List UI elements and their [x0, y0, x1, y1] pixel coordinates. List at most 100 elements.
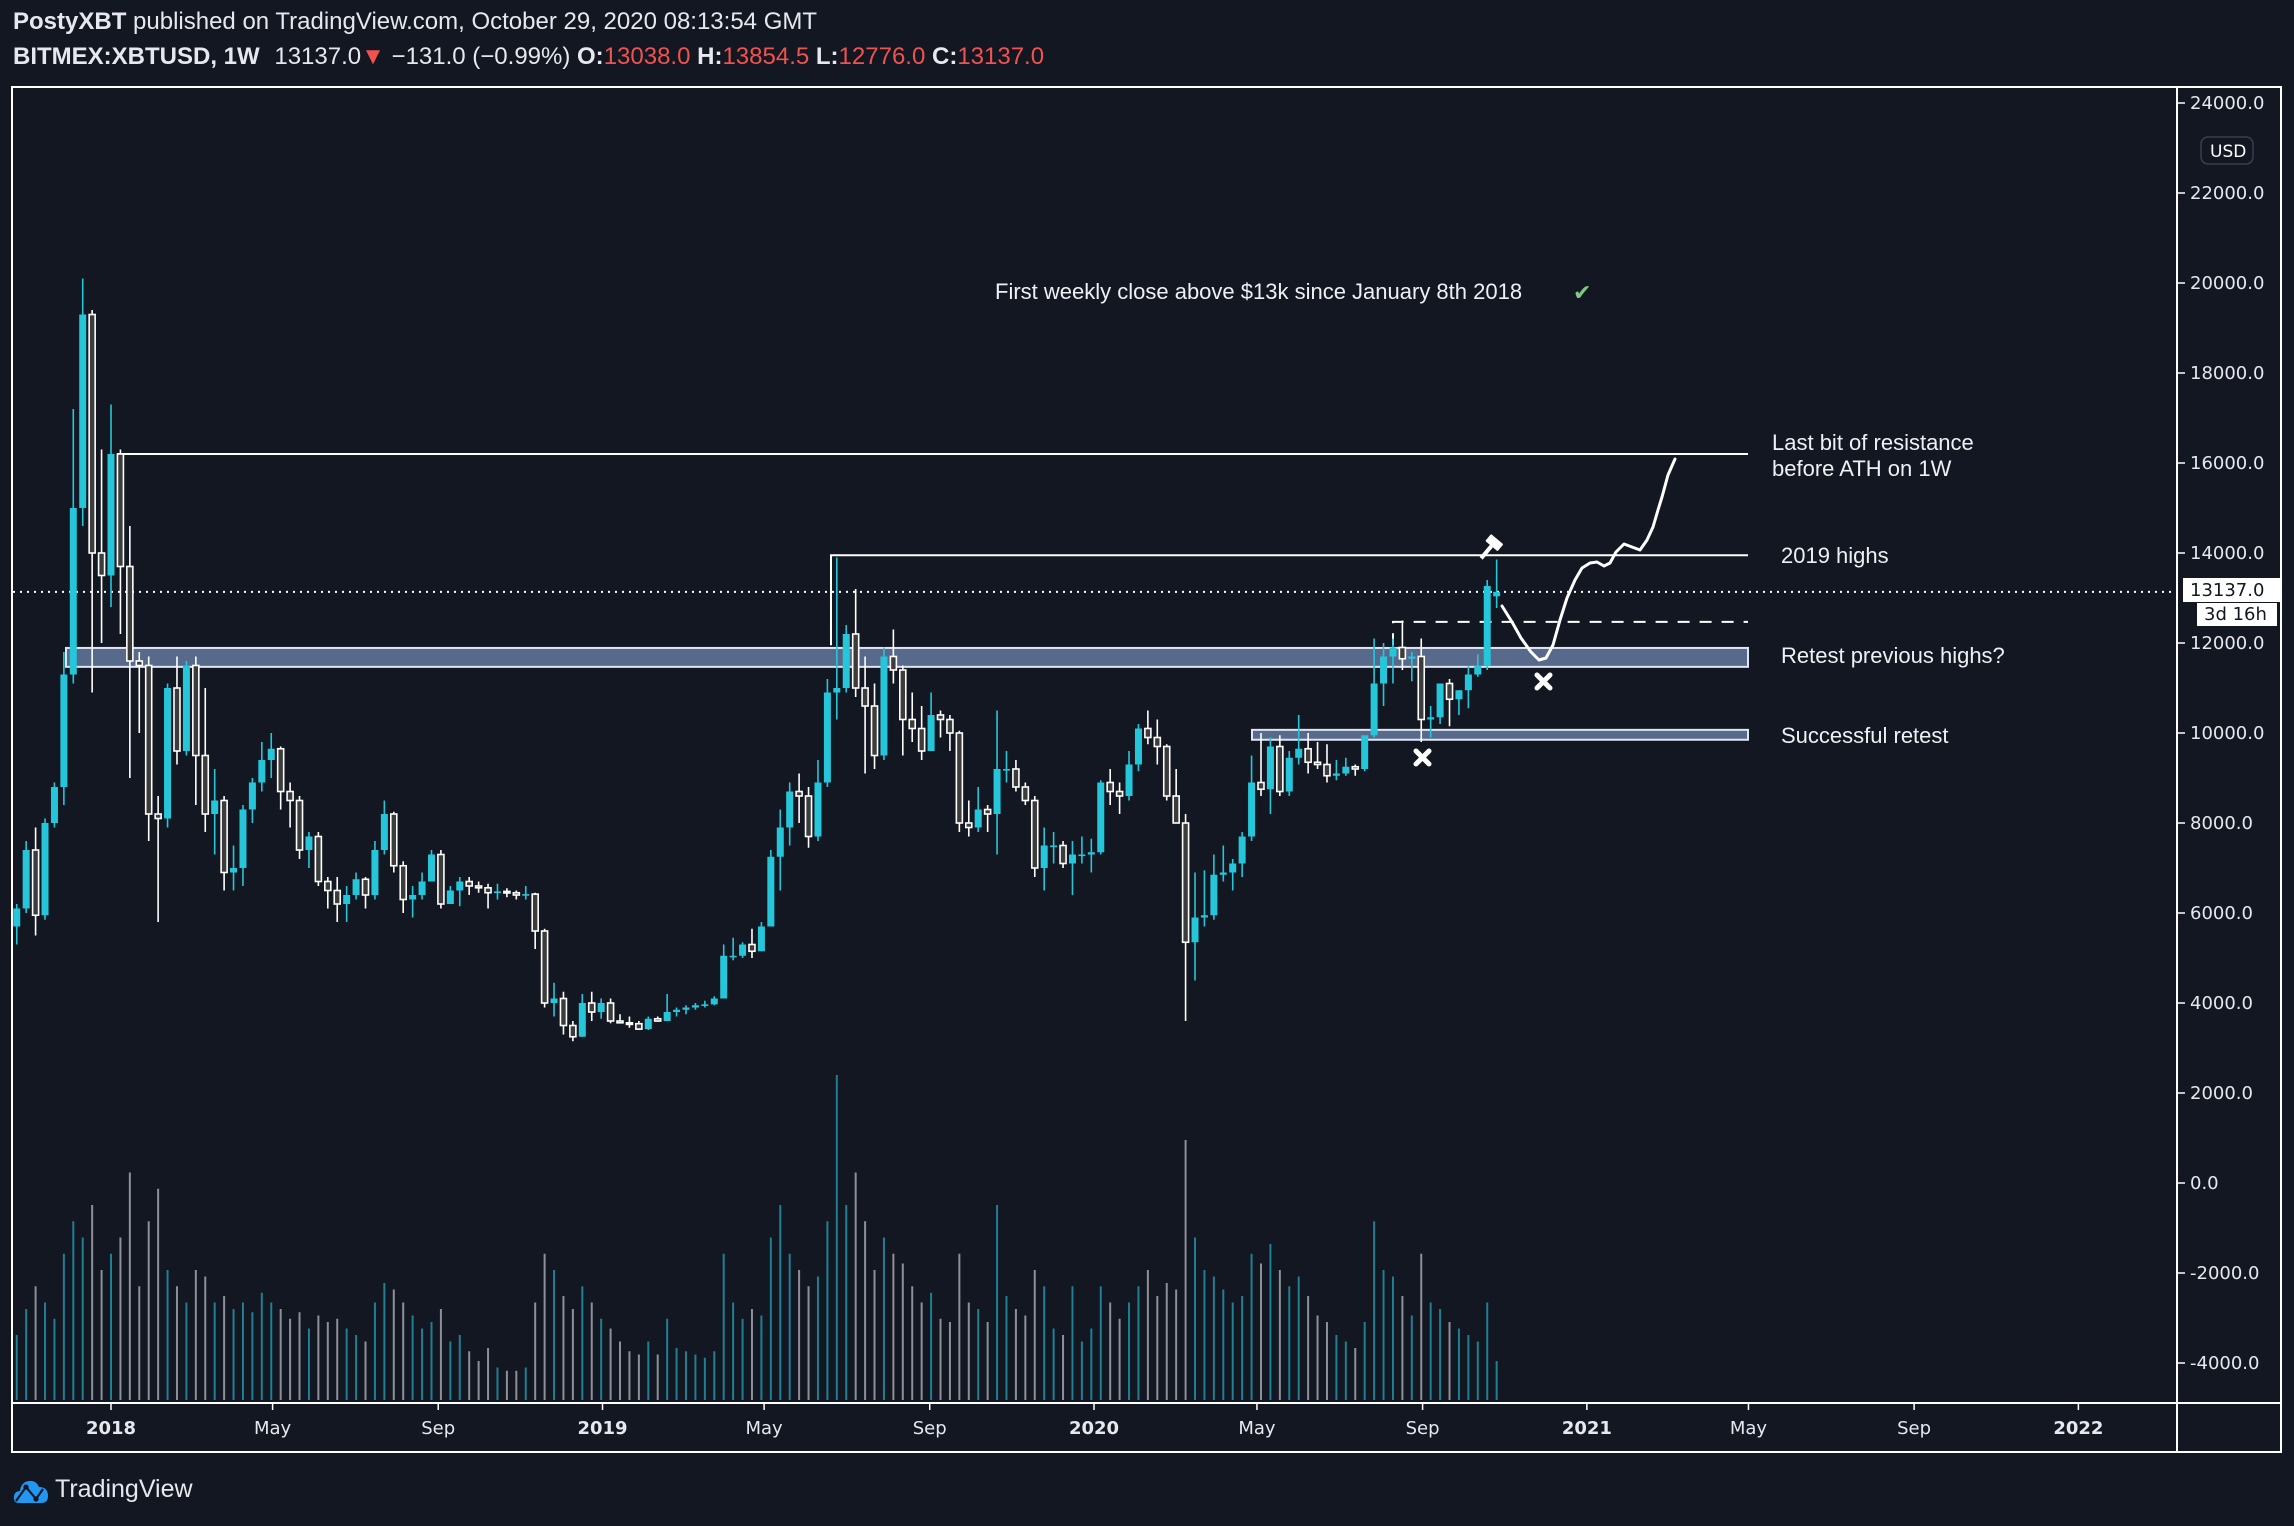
candle-down[interactable]	[1144, 710, 1152, 745]
candle-down[interactable]	[1030, 796, 1039, 877]
candle-up[interactable]	[352, 872, 360, 900]
candle-down[interactable]	[314, 832, 323, 886]
candle-up[interactable]	[1040, 827, 1048, 891]
candle-up[interactable]	[380, 800, 388, 855]
candle-down[interactable]	[1417, 638, 1426, 743]
candle-up[interactable]	[1464, 665, 1472, 709]
candle-up[interactable]	[1380, 643, 1388, 706]
tradingview-logo[interactable]: TradingView	[13, 1474, 193, 1504]
candle-down[interactable]	[361, 877, 370, 909]
candle-down[interactable]	[955, 730, 964, 832]
annotation-successful-retest[interactable]: Successful retest	[1781, 723, 1949, 748]
candle-up[interactable]	[927, 692, 935, 752]
candle-down[interactable]	[1012, 760, 1020, 792]
candle-down[interactable]	[201, 688, 210, 832]
candle-down[interactable]	[97, 449, 106, 644]
candle-up[interactable]	[1229, 859, 1237, 891]
candle-up[interactable]	[701, 1000, 709, 1008]
candle-down[interactable]	[587, 991, 596, 1021]
candle-down[interactable]	[126, 526, 134, 778]
candle-up[interactable]	[823, 679, 831, 787]
candle-up[interactable]	[1389, 638, 1397, 684]
candle-down[interactable]	[908, 692, 917, 743]
candle-up[interactable]	[842, 625, 850, 693]
candle-down[interactable]	[540, 928, 549, 1008]
candle-down[interactable]	[1313, 742, 1322, 769]
candle-up[interactable]	[248, 778, 256, 823]
candle-up[interactable]	[456, 877, 464, 907]
candle-down[interactable]	[154, 796, 162, 922]
successful-retest-band[interactable]	[1251, 728, 1749, 741]
candle-down[interactable]	[484, 883, 492, 909]
candle-up[interactable]	[974, 787, 982, 832]
candle-down[interactable]	[964, 800, 973, 837]
candle-up[interactable]	[107, 404, 115, 608]
candle-down[interactable]	[1323, 744, 1331, 783]
candle-down[interactable]	[1172, 769, 1180, 824]
candle-up[interactable]	[739, 942, 747, 958]
candle-up[interactable]	[1210, 854, 1218, 920]
candle-up[interactable]	[60, 652, 68, 805]
candle-down[interactable]	[1351, 764, 1360, 776]
candle-up[interactable]	[1200, 870, 1208, 927]
candle-up[interactable]	[1266, 737, 1274, 815]
candle-up[interactable]	[1068, 841, 1076, 895]
candle-down[interactable]	[465, 877, 473, 895]
candle-up[interactable]	[597, 998, 605, 1019]
candle-down[interactable]	[1304, 733, 1312, 774]
candle-up[interactable]	[211, 769, 219, 855]
highs-2019-line[interactable]	[830, 554, 1748, 646]
candle-down[interactable]	[220, 796, 228, 891]
candle-up[interactable]	[767, 850, 775, 927]
time-axis[interactable]: 2018 May Sep 2019 May Sep 2020 May Sep 2021 May Sep…	[86, 1403, 2103, 1439]
candle-down[interactable]	[635, 1021, 643, 1030]
candle-up[interactable]	[786, 782, 794, 846]
candle-up[interactable]	[343, 886, 351, 922]
candle-up[interactable]	[493, 883, 501, 900]
candle-up[interactable]	[993, 710, 1001, 855]
candle-up[interactable]	[418, 872, 426, 900]
candle-down[interactable]	[889, 629, 898, 684]
candle-up[interactable]	[50, 782, 58, 828]
candle-up[interactable]	[79, 278, 87, 527]
candle-up[interactable]	[1436, 683, 1444, 725]
candle-down[interactable]	[1257, 733, 1265, 796]
candle-down[interactable]	[983, 805, 992, 832]
candle-up[interactable]	[691, 1003, 699, 1010]
candle-down[interactable]	[917, 706, 926, 760]
candle-down[interactable]	[399, 861, 408, 913]
candle-down[interactable]	[333, 877, 342, 922]
candle-up[interactable]	[1078, 836, 1086, 864]
currency-badge[interactable]	[2200, 136, 2254, 165]
candle-up[interactable]	[1332, 760, 1340, 781]
candle-down[interactable]	[1153, 719, 1162, 765]
candle-up[interactable]	[239, 805, 247, 886]
candle-down[interactable]	[144, 656, 153, 842]
candle-down[interactable]	[1445, 679, 1454, 727]
candle-up[interactable]	[550, 982, 558, 1017]
candle-up[interactable]	[776, 809, 784, 891]
candle-up[interactable]	[880, 647, 888, 761]
candle-up[interactable]	[710, 996, 718, 1006]
candle-up[interactable]	[427, 850, 435, 882]
candle-down[interactable]	[531, 892, 539, 949]
candle-up[interactable]	[1125, 751, 1133, 801]
candle-down[interactable]	[512, 890, 521, 900]
candle-up[interactable]	[164, 683, 172, 828]
candle-down[interactable]	[936, 710, 945, 738]
candle-up[interactable]	[1191, 872, 1199, 981]
candle-up[interactable]	[720, 944, 728, 999]
candle-down[interactable]	[804, 787, 813, 848]
candle-up[interactable]	[1285, 751, 1293, 796]
candle-down[interactable]	[795, 773, 803, 824]
candle-down[interactable]	[748, 928, 756, 958]
candle-down[interactable]	[1021, 782, 1030, 806]
candle-up[interactable]	[729, 937, 737, 961]
candle-up[interactable]	[644, 1016, 652, 1031]
candle-down[interactable]	[616, 1014, 624, 1024]
annotation-resistance-line2[interactable]: before ATH on 1W	[1772, 456, 1952, 481]
candle-down[interactable]	[31, 827, 40, 936]
candle-up[interactable]	[305, 832, 313, 868]
candle-down[interactable]	[1398, 620, 1407, 671]
candle-down[interactable]	[276, 746, 285, 810]
